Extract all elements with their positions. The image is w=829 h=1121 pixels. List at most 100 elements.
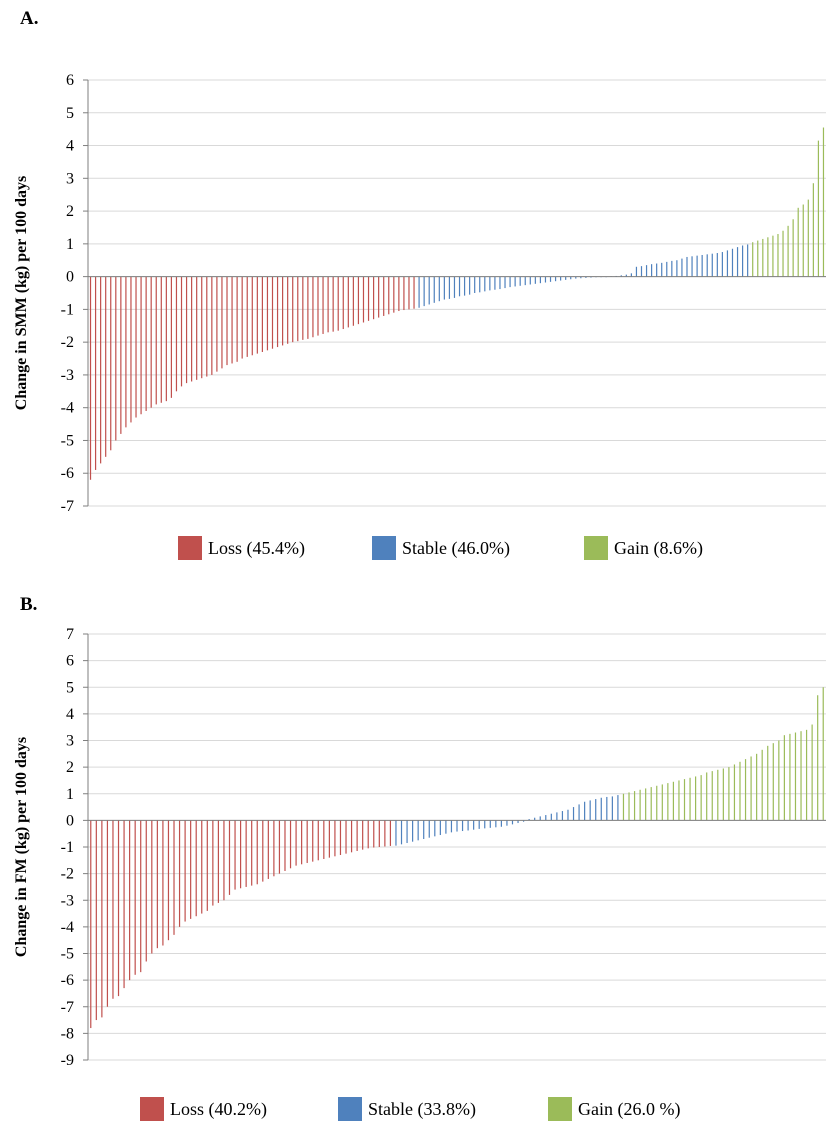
- chart-b-bar-gain: [733, 764, 736, 821]
- chart-a-bar-loss: [201, 276, 203, 379]
- chart-b-bar-loss: [384, 820, 386, 847]
- chart-a-bar-loss: [378, 276, 380, 318]
- chart-b-y-tick-label: -2: [61, 866, 74, 883]
- chart-b-bar-loss: [301, 820, 303, 865]
- chart-b-bar-gain: [689, 777, 691, 821]
- chart-b-bar-loss: [195, 820, 197, 917]
- chart-b-bar-loss: [178, 820, 181, 927]
- chart-a-bar-gain: [807, 199, 809, 277]
- chart-b-y-axis-title: Change in FM (kg) per 100 days: [13, 737, 30, 957]
- chart-a-bar-stable: [716, 253, 718, 277]
- chart-a-bar-loss: [292, 276, 294, 343]
- chart-b-bar-loss: [151, 820, 153, 954]
- chart-b-bar-gain: [811, 724, 813, 821]
- chart-b-y-tick-label: 7: [66, 626, 74, 643]
- chart-a-bar-loss: [185, 276, 188, 384]
- chart-b-bar-gain: [683, 779, 686, 821]
- chart-b-bar-stable: [461, 820, 464, 832]
- chart-b-bar-stable: [584, 801, 586, 821]
- chart-a-bar-stable: [418, 276, 420, 308]
- chart-a-bar-loss: [160, 276, 162, 403]
- chart-a-y-tick-label: 2: [66, 203, 74, 220]
- chart-a-bar-loss: [347, 276, 349, 328]
- chart-b-bar-gain: [817, 695, 819, 821]
- chart-b-bar-stable: [595, 799, 597, 821]
- chart-b-bar-loss: [167, 820, 170, 941]
- chart-a-bar-stable: [711, 253, 713, 277]
- chart-a-bar-stable: [484, 276, 486, 292]
- chart-a-bar-loss: [125, 276, 127, 428]
- chart-b-bar-loss: [334, 820, 336, 857]
- chart-b-bar-stable: [556, 812, 558, 821]
- chart-b-bar-stable: [606, 796, 608, 821]
- chart-a-bar-stable: [529, 276, 531, 285]
- legend-a-gain: Gain (8.6%): [584, 536, 703, 560]
- chart-b-bar-gain: [678, 780, 680, 821]
- chart-b-bar-loss: [212, 820, 214, 906]
- chart-a-bar-gain: [782, 230, 784, 277]
- chart-a-bar-loss: [297, 276, 299, 342]
- chart-b-bar-stable: [589, 800, 591, 821]
- chart-b-bar-gain: [778, 740, 780, 821]
- chart-a-bar-gain: [762, 238, 764, 277]
- chart-b-bar-loss: [328, 820, 330, 858]
- chart-b-bar-loss: [184, 820, 186, 922]
- chart-a-bar-loss: [322, 276, 324, 334]
- chart-a: 6 5 4 3 2 1 0 -1 -2 -3 -4 -5 -6 -7 Change in SMM (kg) …: [13, 72, 826, 515]
- chart-a-bar-loss: [287, 276, 289, 344]
- chart-a-bar-stable: [575, 276, 577, 279]
- chart-a-bar-stable: [428, 276, 430, 305]
- chart-b-bar-stable: [445, 820, 447, 834]
- chart-a-bar-stable: [686, 256, 688, 277]
- chart-a-bar-loss: [196, 276, 198, 380]
- chart-a-bar-gain: [772, 235, 774, 277]
- chart-a-bar-loss: [145, 276, 147, 411]
- chart-a-bar-loss: [115, 276, 117, 441]
- chart-b-bar-loss: [117, 820, 120, 997]
- chart-b-bar-gain: [622, 793, 625, 821]
- chart-b-bar-stable: [611, 796, 613, 821]
- chart-a-bar-stable: [620, 275, 622, 277]
- chart-a-bar-stable: [519, 276, 521, 286]
- chart-b-bar-loss: [223, 820, 225, 901]
- chart-a-y-tick-label: -2: [61, 334, 74, 351]
- chart-b-bar-gain: [706, 772, 708, 821]
- chart-b-bar-stable: [489, 820, 491, 828]
- chart-a-bar-loss: [372, 276, 375, 320]
- chart-b-bar-stable: [428, 820, 430, 838]
- chart-a-bar-loss: [110, 276, 112, 451]
- chart-a-bar-stable: [696, 255, 698, 277]
- chart-b-bar-loss: [217, 820, 219, 903]
- chart-b-bar-gain: [667, 783, 669, 821]
- chart-b-bar-loss: [295, 820, 297, 866]
- chart-b-bar-gain: [805, 729, 808, 821]
- legend-b-gain: Gain (26.0 %): [548, 1097, 680, 1121]
- chart-a-y-tick-label: 0: [66, 269, 74, 286]
- chart-a-bar-gain: [777, 234, 779, 277]
- legend-b-gain-swatch: [548, 1097, 572, 1121]
- chart-a-bar-loss: [327, 276, 329, 333]
- chart-a-bar-stable: [706, 254, 708, 277]
- chart-b-bar-stable: [578, 804, 580, 821]
- chart-b-bar-stable: [467, 820, 469, 831]
- chart-a-bar-loss: [211, 276, 213, 375]
- chart-b-bar-loss: [289, 820, 292, 869]
- chart-a-bar-loss: [120, 276, 122, 434]
- chart-b-bar-loss: [156, 820, 158, 949]
- chart-a-bar-stable: [499, 276, 501, 290]
- chart-b-bar-stable: [417, 820, 419, 841]
- chart-b-bar-stable: [617, 795, 619, 821]
- chart-a-bar-stable: [666, 261, 668, 277]
- chart-b-bar-loss: [373, 820, 375, 848]
- chart-b-bar-loss: [95, 820, 97, 1021]
- chart-a-bar-loss: [337, 276, 339, 331]
- chart-b-bar-loss: [273, 820, 275, 877]
- chart-a-bar-stable: [479, 276, 481, 293]
- chart-a-bar-loss: [231, 276, 233, 364]
- chart-a-bar-loss: [100, 276, 102, 464]
- chart-a-bar-loss: [342, 276, 344, 330]
- chart-a-bar-stable: [549, 276, 552, 282]
- chart-b-bar-stable: [500, 820, 502, 827]
- chart-b-bar-stable: [567, 809, 569, 821]
